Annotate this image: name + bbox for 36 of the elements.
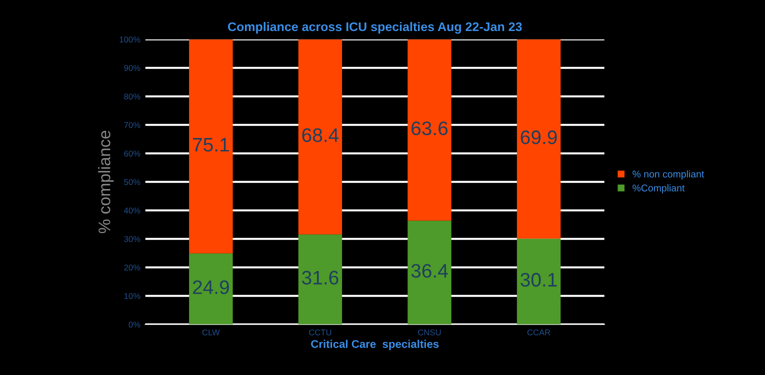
y-tick-label: 10%	[124, 293, 140, 299]
y-tick-label: 70%	[124, 122, 140, 128]
x-tick-label: CLW	[202, 329, 220, 336]
data-label: 31.6	[302, 270, 338, 285]
x-tick-label: CCAR	[527, 329, 550, 336]
y-tick-label: 90%	[124, 65, 140, 71]
data-label: 36.4	[411, 264, 448, 278]
y-tick-label: 30%	[124, 236, 140, 242]
bar	[189, 253, 233, 324]
y-tick-label: 20%	[124, 264, 140, 270]
data-label: 69.9	[520, 130, 557, 144]
data-label: 24.9	[192, 280, 229, 294]
data-label: 75.1	[193, 138, 229, 152]
legend-label: % non compliant	[632, 170, 704, 180]
y-tick-label: 60%	[124, 150, 140, 156]
bar	[298, 39, 342, 234]
data-label: 30.1	[520, 272, 557, 287]
bar	[189, 39, 233, 254]
chart-title: Compliance across ICU specialties Aug 22-Jan 23	[228, 22, 522, 34]
legend-label: %Compliant	[632, 184, 685, 194]
y-tick-label: 100%	[120, 36, 140, 42]
x-axis-title: Critical Care specialties	[311, 340, 439, 350]
y-tick-label: 0%	[128, 322, 140, 328]
bar	[408, 39, 452, 221]
y-tick-label: 80%	[124, 94, 140, 100]
y-tick-label: 50%	[124, 179, 140, 185]
bar	[516, 39, 561, 239]
bar	[298, 234, 342, 324]
x-tick-label: CNSU	[418, 329, 441, 336]
data-label: 68.4	[302, 128, 339, 142]
bar	[516, 238, 561, 324]
y-axis-title: % compliance	[98, 130, 114, 234]
data-label: 63.6	[412, 121, 448, 136]
y-tick-label: 40%	[124, 208, 140, 214]
bar	[408, 220, 452, 324]
x-tick-label: CCTU	[309, 329, 332, 336]
